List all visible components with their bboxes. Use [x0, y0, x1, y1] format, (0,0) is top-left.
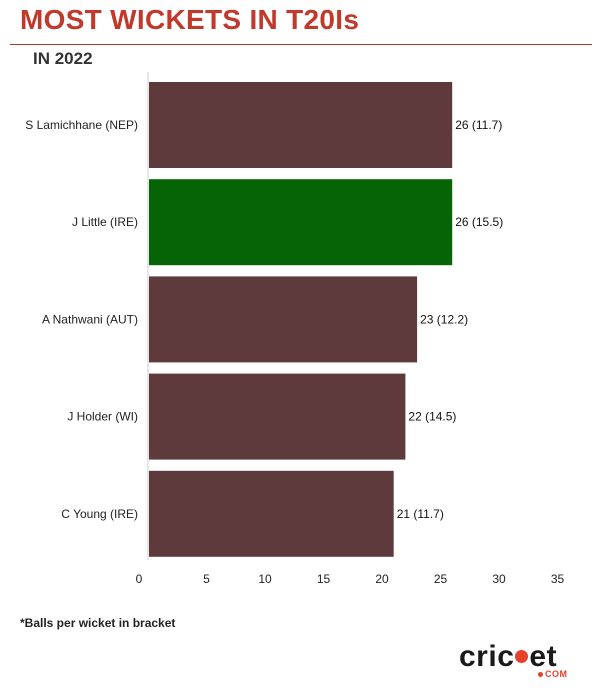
bar	[149, 373, 406, 460]
bar	[149, 276, 418, 363]
chart-subtitle: IN 2022	[33, 49, 93, 68]
logo-suffix: COM	[538, 669, 568, 679]
category-label: S Lamichhane (NEP)	[25, 118, 138, 132]
bar	[149, 179, 453, 266]
chart-title: MOST WICKETS IN T20Is	[20, 4, 360, 35]
x-tick-label: 15	[317, 572, 331, 586]
x-tick-label: 35	[551, 572, 565, 586]
bar-chart: S Lamichhane (NEP) 26 (11.7) J Little (IRE…	[25, 72, 565, 586]
data-label: 23 (12.2)	[420, 312, 468, 326]
x-tick-label: 10	[258, 572, 272, 586]
x-tick-label: 5	[203, 572, 210, 586]
x-tick-label: 25	[434, 572, 448, 586]
footnote: *Balls per wicket in bracket	[20, 616, 176, 630]
data-label: 21 (11.7)	[397, 507, 444, 521]
logo-ball-icon	[515, 649, 529, 663]
data-label: 26 (11.7)	[455, 118, 502, 132]
bar	[149, 82, 453, 168]
bar	[149, 470, 394, 557]
category-label: C Young (IRE)	[61, 507, 138, 521]
data-label: 26 (15.5)	[455, 215, 503, 229]
x-tick-label: 30	[492, 572, 506, 586]
category-label: A Nathwani (AUT)	[42, 312, 138, 326]
logo-wordmark: cric et	[459, 640, 558, 673]
category-label: J Holder (WI)	[67, 410, 138, 424]
title-divider	[10, 44, 592, 45]
x-tick-label: 20	[375, 572, 389, 586]
data-label: 22 (14.5)	[408, 410, 456, 424]
category-label: J Little (IRE)	[72, 215, 138, 229]
cricket-com-logo: cric et COM	[459, 640, 574, 682]
x-tick-label: 0	[136, 572, 143, 586]
